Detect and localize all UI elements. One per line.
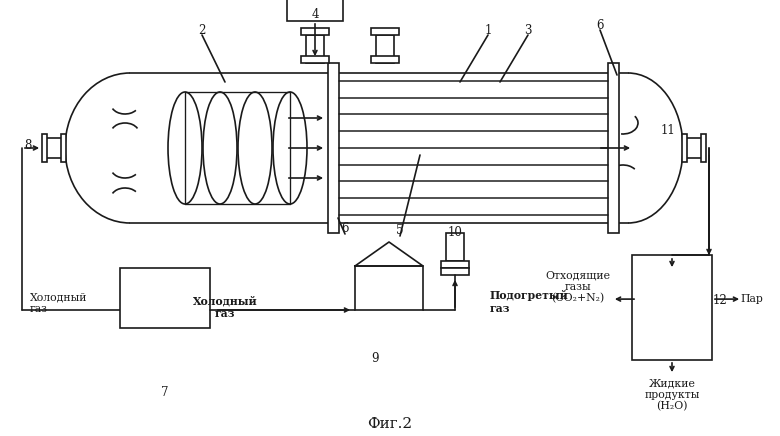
Text: 5: 5 <box>396 224 404 236</box>
Bar <box>301 28 329 35</box>
Bar <box>301 56 329 63</box>
Text: Подогретый
газ: Подогретый газ <box>490 290 569 314</box>
Text: 8: 8 <box>24 139 32 151</box>
Bar <box>371 56 399 63</box>
Text: 6: 6 <box>596 18 604 31</box>
Bar <box>701 134 706 162</box>
Text: 7: 7 <box>161 386 168 399</box>
Text: 3: 3 <box>524 24 532 37</box>
Bar <box>328 63 339 233</box>
Bar <box>355 266 423 310</box>
Bar <box>682 134 687 162</box>
Text: Пар: Пар <box>740 294 763 304</box>
Text: Жидкие
продукты
(H₂O): Жидкие продукты (H₂O) <box>644 378 700 412</box>
Bar <box>120 268 210 328</box>
Text: 1: 1 <box>484 24 491 37</box>
Text: 11: 11 <box>661 123 675 136</box>
Text: 6: 6 <box>342 221 349 235</box>
Bar <box>42 134 47 162</box>
Bar <box>608 63 619 233</box>
Bar <box>287 0 343 21</box>
Bar <box>441 268 469 275</box>
Bar <box>61 134 66 162</box>
Bar <box>306 35 324 63</box>
Bar <box>441 261 469 268</box>
Text: Холодный
газ: Холодный газ <box>30 292 87 313</box>
Text: 10: 10 <box>448 225 463 238</box>
Bar <box>371 28 399 35</box>
Text: 2: 2 <box>198 24 206 37</box>
Bar <box>376 35 394 63</box>
Text: 4: 4 <box>311 7 319 20</box>
Text: Холодный
газ: Холодный газ <box>193 295 257 319</box>
Text: 12: 12 <box>713 293 728 307</box>
Text: 9: 9 <box>371 351 379 364</box>
Text: Фиг.2: Фиг.2 <box>367 417 413 431</box>
Bar <box>446 233 464 261</box>
Bar <box>632 255 712 360</box>
Text: Отходящие
газы
(CO₂+N₂): Отходящие газы (CO₂+N₂) <box>545 270 611 303</box>
